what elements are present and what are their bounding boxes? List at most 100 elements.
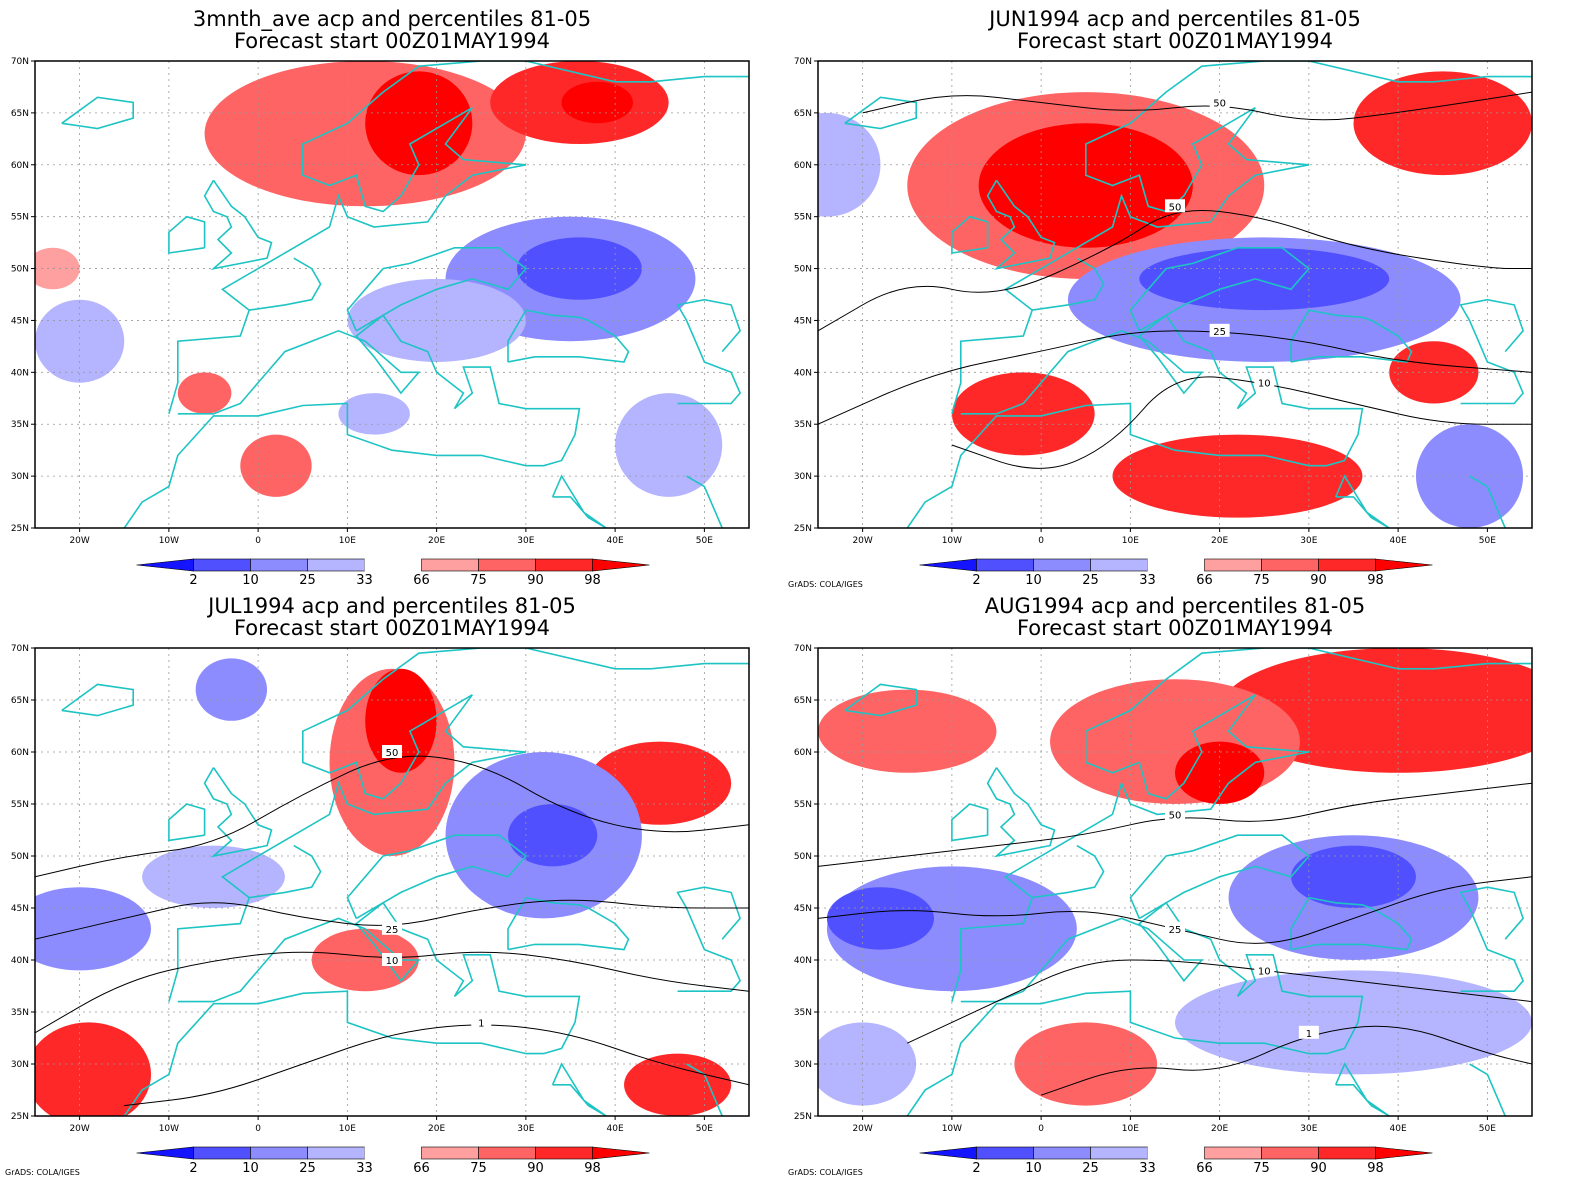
colorbar-label: 2	[189, 573, 197, 588]
plot-frame	[817, 647, 1533, 1117]
coastline	[168, 164, 527, 415]
coastline	[1032, 257, 1105, 311]
coastline	[686, 1063, 723, 1116]
anomaly-region	[1139, 247, 1390, 311]
anomaly-region	[561, 81, 633, 124]
coastline	[507, 309, 630, 363]
lon-label: 50E	[1479, 1124, 1496, 1134]
colorbar-label: 75	[1253, 573, 1270, 588]
lat-label: 30N	[11, 472, 29, 482]
lat-label: 45N	[11, 904, 29, 914]
colorbar-bin	[307, 1146, 365, 1160]
colorbar-arrow-low	[136, 558, 194, 572]
lat-label: 50N	[11, 852, 29, 862]
lon-label: 10E	[1122, 1124, 1139, 1134]
panel-title: JUL1994 acp and percentiles 81-05	[206, 594, 576, 618]
contour-label-bg	[382, 953, 402, 966]
coastline	[551, 1062, 607, 1116]
anomaly-region	[365, 71, 473, 176]
contour-label: 25	[386, 925, 399, 936]
lat-label: 60N	[11, 161, 29, 171]
map-panel: JUL1994 acp and percentiles 81-05Forecas…	[5, 594, 750, 1177]
colorbar-label: 10	[242, 1161, 259, 1176]
lon-label: 10E	[1122, 536, 1139, 546]
contour-label: 25	[1213, 327, 1226, 338]
map-panel: JUN1994 acp and percentiles 81-05Forecas…	[788, 7, 1533, 589]
coastline	[168, 803, 206, 842]
lat-label: 30N	[794, 472, 812, 482]
colorbar-arrow-low	[919, 558, 977, 572]
coastline	[346, 834, 528, 920]
panel-subtitle: Forecast start 00Z01MAY1994	[1017, 616, 1333, 640]
coastline	[1334, 1062, 1390, 1116]
colorbar-label: 66	[413, 573, 430, 588]
colorbar-label: 66	[1196, 1161, 1213, 1176]
grads-credit: GrADS: COLA/IGES	[788, 580, 863, 589]
contour-line	[818, 782, 1532, 867]
lon-label: 20W	[69, 536, 89, 546]
contour-label-bg	[1209, 323, 1230, 337]
colorbar-bin	[364, 1147, 422, 1159]
lat-label: 65N	[11, 696, 29, 706]
colorbar-label: 25	[1082, 1161, 1099, 1176]
colorbar-label: 66	[1196, 573, 1213, 588]
anomaly-region	[1175, 741, 1265, 804]
colorbar-bin	[478, 1146, 536, 1160]
colorbar-label: 2	[972, 573, 980, 588]
lon-label: 20E	[1211, 1124, 1228, 1134]
colorbar-bin	[250, 558, 308, 572]
contour-label: 50	[1169, 810, 1182, 821]
colorbar-bin	[1090, 558, 1148, 572]
lat-label: 25N	[11, 1112, 29, 1122]
colorbar-bin	[1318, 558, 1376, 572]
coastline	[249, 844, 322, 899]
colorbar: 2 10 25 33 66 75 90 98	[136, 1146, 650, 1176]
lat-label: 65N	[794, 109, 812, 119]
colorbar-label: 90	[1310, 573, 1327, 588]
contour-label: 50	[1213, 99, 1226, 110]
plot-area	[35, 61, 749, 528]
lat-label: 45N	[794, 316, 812, 326]
contour-line	[818, 876, 1532, 944]
panel-subtitle: Forecast start 00Z01MAY1994	[234, 29, 550, 53]
plot-frame	[817, 60, 1533, 529]
colorbar-bin	[250, 1146, 308, 1160]
colorbar-bin	[1147, 1147, 1205, 1159]
contour-line	[907, 959, 1532, 1044]
lon-label: 0	[255, 1124, 261, 1134]
colorbar-arrow-low	[136, 1146, 194, 1160]
contour-label-bg	[1165, 921, 1185, 935]
lat-label: 35N	[794, 1008, 812, 1018]
lon-label: 0	[255, 536, 261, 546]
anomaly-region	[35, 247, 80, 290]
contour-label-bg	[1254, 375, 1275, 389]
lon-label: 0	[1038, 536, 1044, 546]
coastline	[986, 179, 1056, 270]
lat-label: 55N	[11, 800, 29, 810]
anomaly-region	[35, 299, 125, 383]
contour-line	[124, 1024, 749, 1107]
lon-label: 30E	[1300, 1124, 1317, 1134]
coastline	[686, 475, 723, 528]
colorbar-arrow-high	[592, 1146, 650, 1160]
lon-label: 0	[1038, 1124, 1044, 1134]
colorbar-bin	[307, 558, 365, 572]
colorbar-bin	[421, 558, 479, 572]
contour-label-bg	[382, 745, 402, 758]
colorbar-label: 75	[470, 573, 487, 588]
lon-label: 30E	[517, 1124, 534, 1134]
contour-label-bg	[1209, 95, 1230, 109]
colorbar-bin	[1261, 1146, 1319, 1160]
lat-label: 65N	[11, 109, 29, 119]
coastline	[906, 314, 1364, 528]
colorbar-bin	[1033, 558, 1091, 572]
contour-label: 10	[386, 956, 399, 967]
lat-label: 45N	[794, 904, 812, 914]
lon-label: 50E	[696, 536, 713, 546]
colorbar-bin	[1318, 1146, 1376, 1160]
coastline	[1459, 298, 1525, 405]
colorbar-arrow-low	[919, 1146, 977, 1160]
coastline	[1085, 61, 1532, 213]
colorbar-label: 33	[1139, 573, 1156, 588]
colorbar-bin	[421, 1146, 479, 1160]
